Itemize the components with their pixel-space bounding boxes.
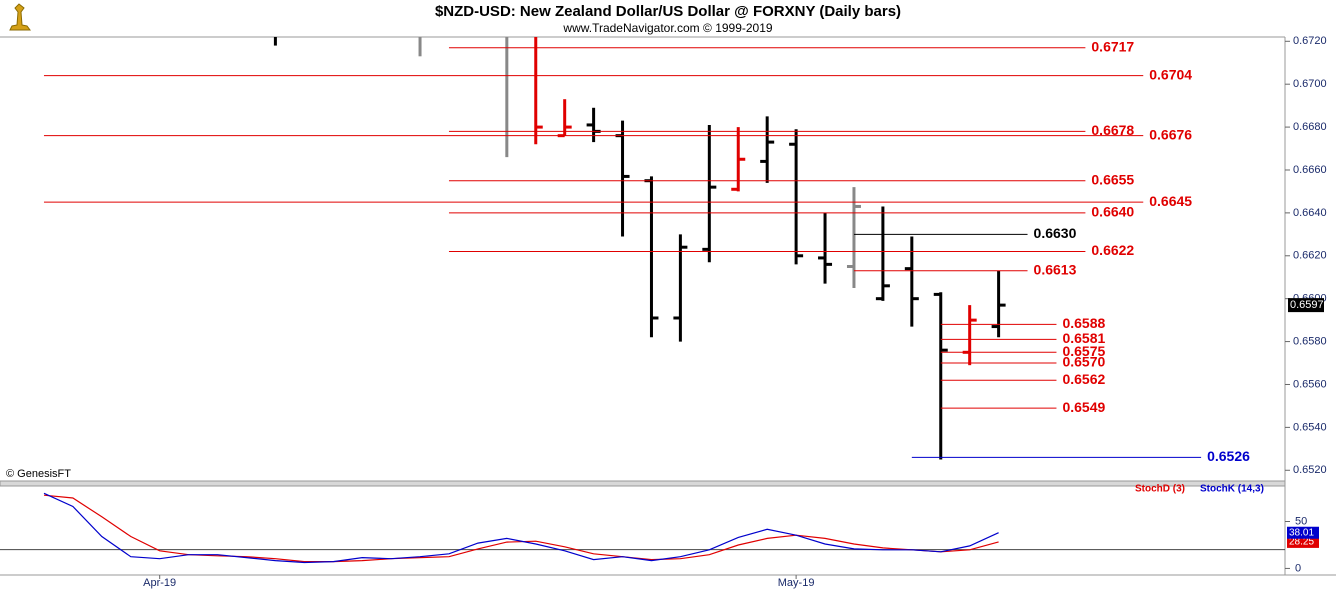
y-tick-label: 0.6540	[1293, 421, 1327, 433]
chart-title: $NZD-USD: New Zealand Dollar/US Dollar @…	[435, 3, 901, 20]
y-tick-label: 0.6660	[1293, 164, 1327, 176]
panel-separator	[0, 480, 1286, 487]
last-value-box	[1287, 535, 1319, 548]
last-value-label: 38.01	[1289, 527, 1314, 538]
last-value-label: 28.25	[1289, 537, 1314, 548]
level-label: 0.6575	[1062, 343, 1105, 359]
x-tick-label: May-19	[778, 577, 815, 589]
y-tick-label: 50	[1295, 515, 1307, 527]
last-price-box	[1288, 298, 1324, 313]
legend-entry: StochD (3)	[1135, 484, 1185, 495]
logo	[9, 3, 31, 31]
level-label: 0.6704	[1149, 66, 1192, 82]
y-tick-label: 0.6680	[1293, 121, 1327, 133]
level-label: 0.6655	[1091, 171, 1134, 187]
legend-entry: StochK (14,3)	[1200, 484, 1264, 495]
level-label: 0.6678	[1091, 122, 1134, 138]
level-label: 0.6717	[1091, 38, 1134, 54]
level-label: 0.6645	[1149, 193, 1192, 209]
level-label: 0.6676	[1149, 126, 1192, 142]
level-label: 0.6549	[1062, 399, 1105, 415]
level-label: 0.6570	[1062, 354, 1105, 370]
last-price-label: 0.6597	[1290, 299, 1324, 311]
y-tick-label: 0.6720	[1293, 35, 1327, 47]
level-label: 0.6581	[1062, 330, 1105, 346]
y-tick-label: 0.6560	[1293, 378, 1327, 390]
last-value-box	[1287, 526, 1319, 539]
level-label: 0.6622	[1091, 242, 1134, 258]
y-tick-label: 0.6580	[1293, 335, 1327, 347]
level-label: 0.6526	[1207, 448, 1250, 464]
y-tick-label: 0.6620	[1293, 250, 1327, 262]
level-label: 0.6562	[1062, 371, 1105, 387]
y-tick-label: 0	[1295, 562, 1301, 574]
level-label: 0.6588	[1062, 315, 1105, 331]
source-label: © GenesisFT	[6, 468, 71, 480]
chart-subtitle: www.TradeNavigator.com © 1999-2019	[562, 21, 772, 35]
level-label: 0.6640	[1091, 204, 1134, 220]
y-tick-label: 0.6640	[1293, 207, 1327, 219]
stoch-line	[43, 492, 999, 564]
y-tick-label: 0.6520	[1293, 464, 1327, 476]
y-tick-label: 0.6700	[1293, 78, 1327, 90]
level-label: 0.6630	[1034, 225, 1077, 241]
level-label: 0.6613	[1034, 262, 1077, 278]
x-tick-label: Apr-19	[143, 577, 176, 589]
